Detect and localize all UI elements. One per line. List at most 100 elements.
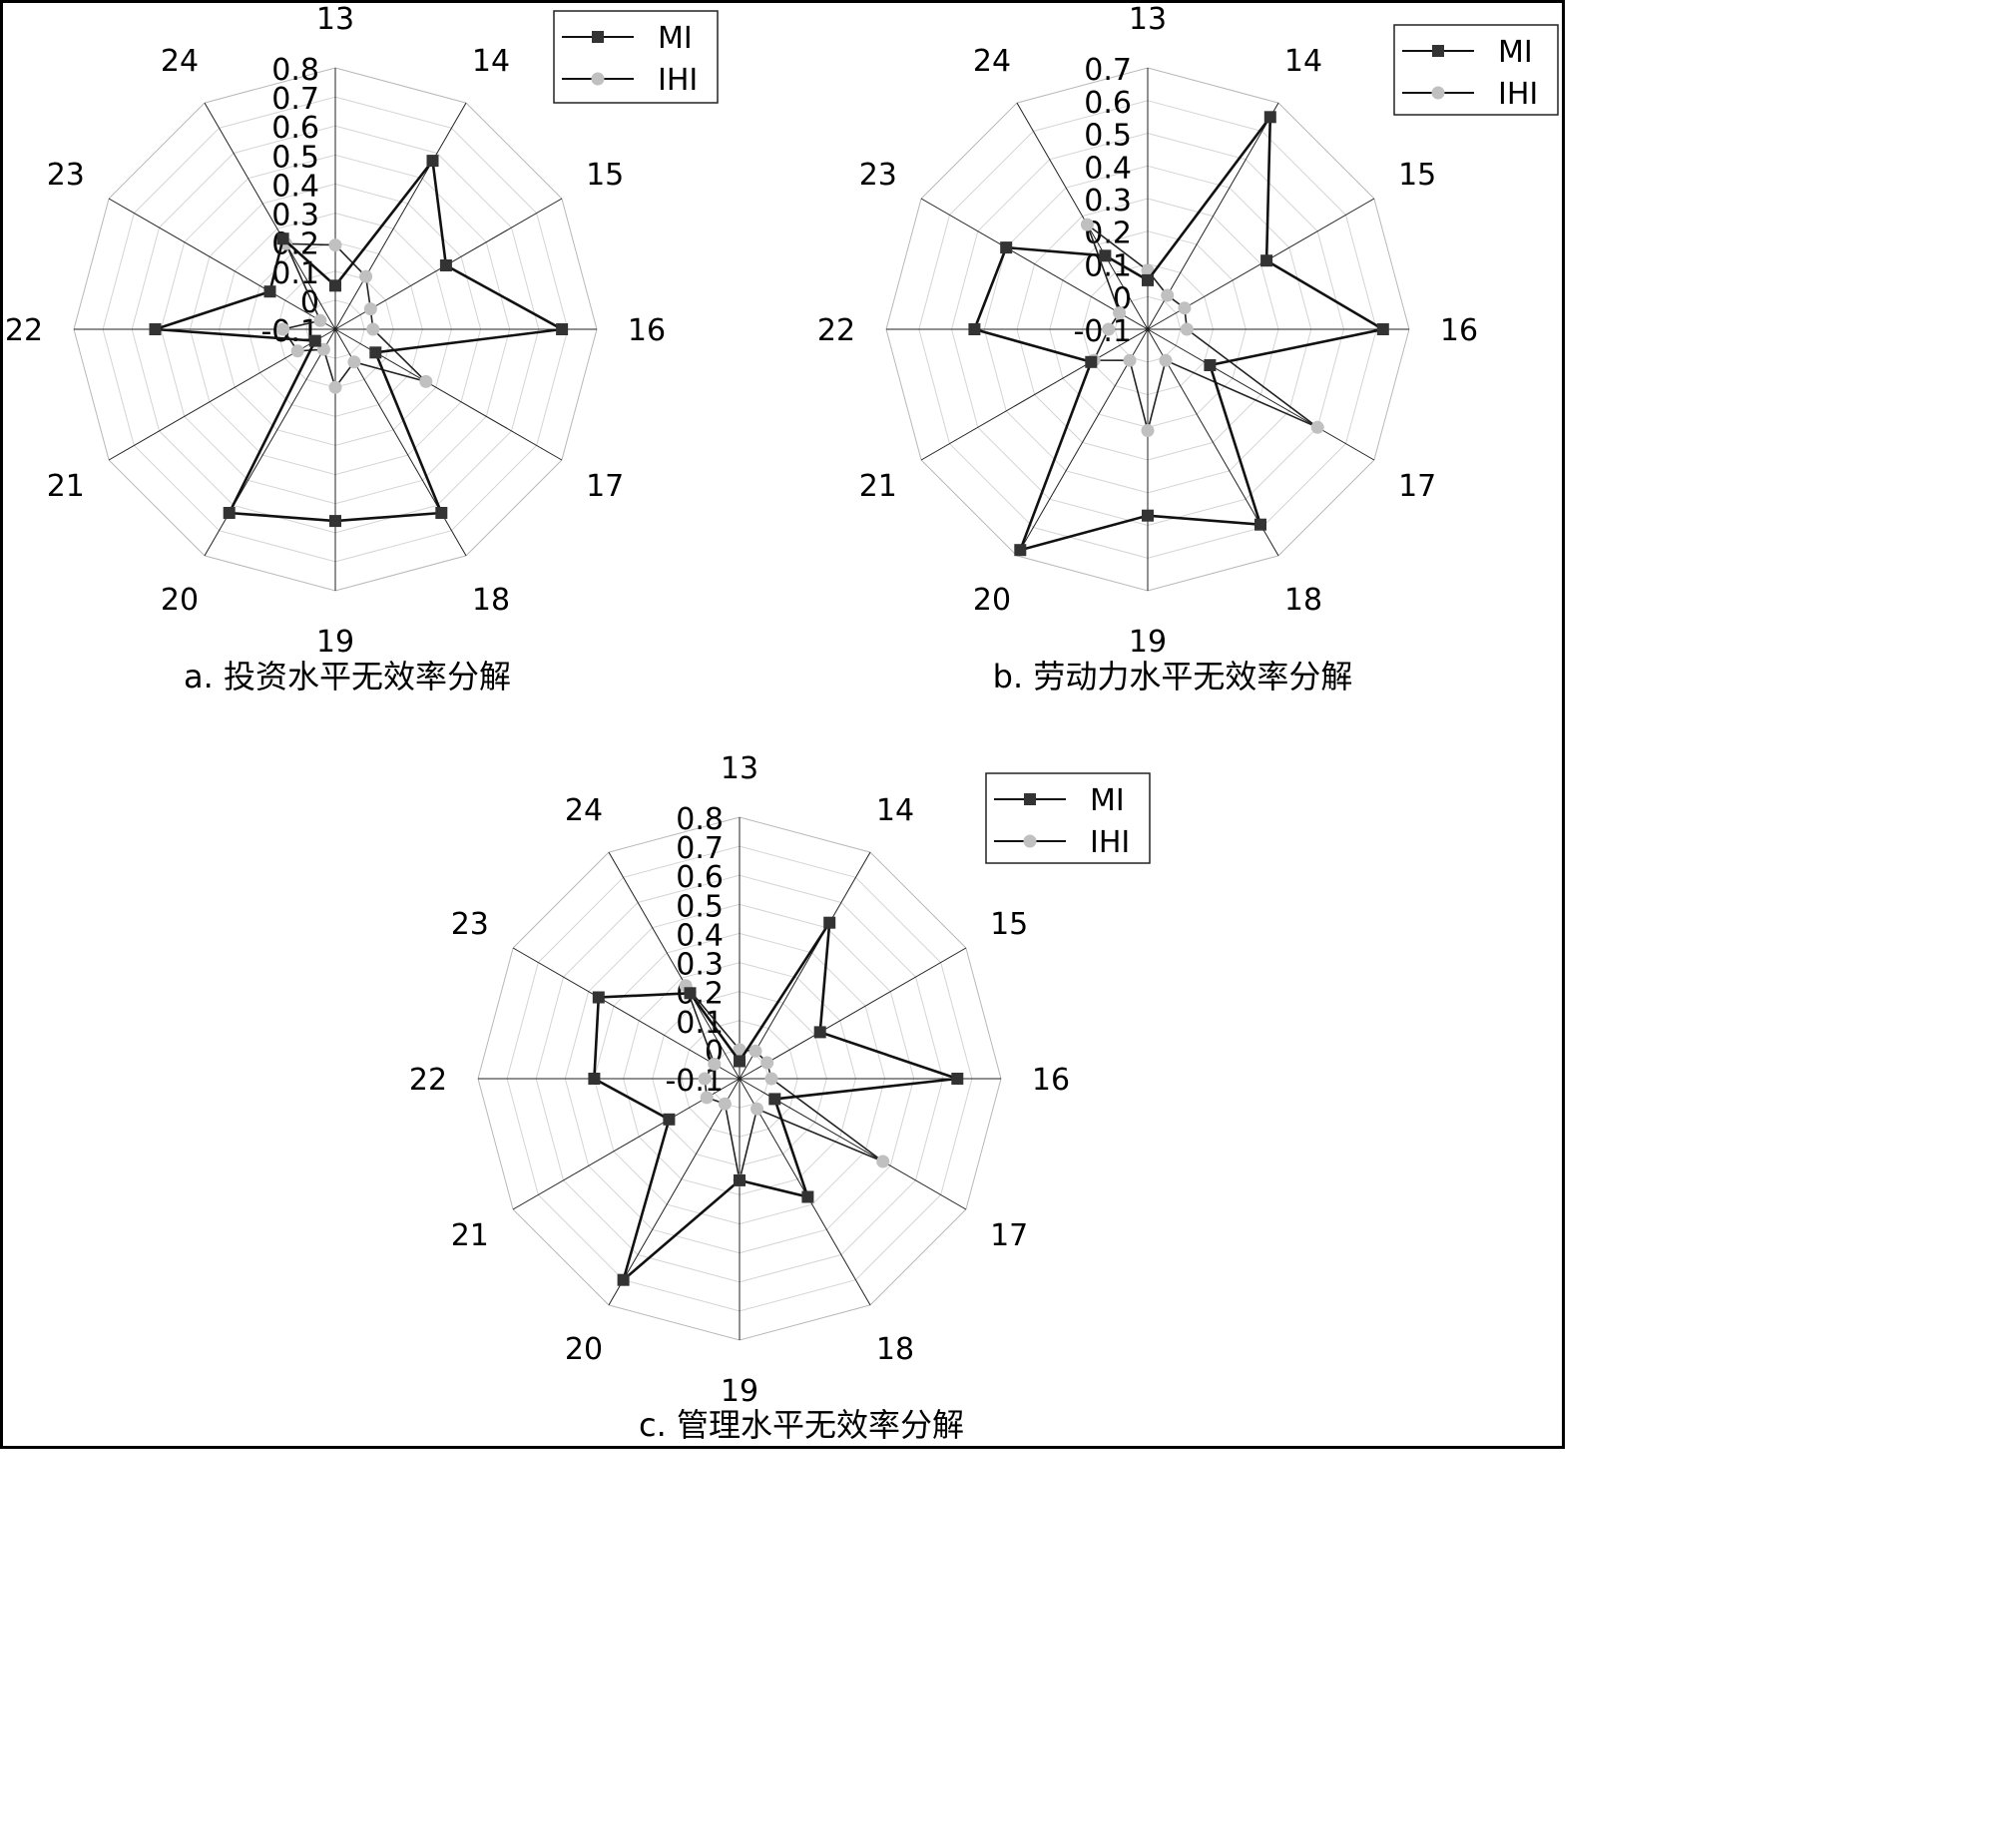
data-point-mi [1204,359,1217,371]
data-point-mi [329,279,341,292]
legend-label-ihi: IHI [1498,77,1538,112]
axis-spoke [920,328,1149,461]
data-point-ihi [733,1043,747,1057]
legend-marker-ihi [591,72,605,86]
axis-spoke [739,851,871,1080]
category-label: 13 [316,3,354,37]
radial-tick-label: 0.7 [1084,53,1132,88]
category-label: 20 [161,583,199,618]
data-point-mi [435,507,448,519]
data-point-mi [663,1113,676,1126]
axis-spoke [608,851,741,1080]
axis-spoke [334,328,563,461]
radar-charts-svg: 131415161718192021222324-0.100.10.20.30.… [5,3,1559,1444]
radial-tick-label: 0.5 [676,889,724,924]
category-label: 19 [1129,625,1167,660]
category-label: 18 [1284,583,1322,618]
data-point-ihi [1180,322,1194,336]
axis-spoke [1016,328,1149,557]
data-point-ihi [760,1056,774,1070]
legend-marker-mi [592,31,604,43]
radial-tick-label: 0.8 [676,802,724,837]
data-point-mi [801,1190,814,1203]
series-line-mi [155,157,567,523]
data-point-ihi [359,269,373,283]
data-point-ihi [1080,218,1094,231]
radial-tick-label: 0.7 [271,82,319,117]
data-point-ihi [313,313,327,327]
radar-chart-b: 131415161718192021222324-0.100.10.20.30.… [817,3,1559,695]
data-point-mi [263,285,276,298]
data-point-mi [308,334,321,347]
data-point-mi [734,1055,746,1068]
data-point-mi [1376,323,1389,335]
category-label: 21 [47,469,85,504]
category-label: 14 [1284,44,1322,79]
category-label: 15 [990,907,1028,942]
chart-caption: a. 投资水平无效率分解 [184,658,511,695]
radial-tick-label: 0.3 [676,948,724,983]
data-point-mi [1263,111,1276,124]
data-point-mi [1014,544,1027,557]
data-point-ihi [708,1057,722,1071]
legend-label-mi: MI [1090,783,1125,818]
axis-spoke [739,947,967,1080]
category-label: 15 [586,158,624,193]
category-label: 22 [5,313,43,348]
data-point-ihi [1310,420,1324,434]
category-label: 19 [721,1374,758,1409]
data-point-mi [329,515,341,528]
chart-caption: c. 管理水平无效率分解 [639,1406,964,1444]
data-point-mi [617,1273,630,1286]
data-point-mi [768,1093,781,1106]
radial-tick-label: 0 [300,285,319,320]
axis-spoke [1016,102,1149,330]
data-point-mi [592,991,605,1004]
legend-label-mi: MI [658,21,693,56]
data-point-mi [439,259,452,271]
category-label: 24 [973,44,1011,79]
radial-tick-label: 0.4 [1084,151,1132,186]
legend-box [553,10,719,104]
axis-spoke [204,102,336,330]
category-label: 22 [409,1063,447,1098]
data-point-ihi [1178,301,1192,315]
data-point-ihi [366,322,380,336]
data-point-ihi [698,1072,712,1086]
data-point-mi [223,507,236,519]
category-label: 13 [1129,3,1167,37]
radial-tick-label: 0.4 [676,918,724,953]
category-label: 15 [1398,158,1436,193]
data-point-mi [369,346,382,359]
data-point-mi [684,987,697,1000]
data-point-mi [968,323,981,335]
data-point-ihi [1113,306,1127,320]
legend-label-ihi: IHI [1090,825,1130,860]
axis-spoke [334,102,467,330]
data-point-ihi [700,1091,714,1105]
axis-spoke [512,947,741,1080]
data-point-ihi [419,374,433,388]
category-label: 16 [1032,1063,1070,1098]
category-label: 23 [859,158,897,193]
axis-spoke [204,328,336,557]
data-point-ihi [1141,263,1155,277]
data-point-ihi [1102,322,1116,336]
data-point-ihi [876,1155,890,1168]
data-point-mi [588,1073,601,1085]
category-label: 24 [161,44,199,79]
data-point-mi [1254,518,1266,531]
data-point-ihi [1141,424,1155,437]
axis-spoke [920,198,1149,330]
category-label: 17 [1398,469,1436,504]
legend-marker-mi [1024,793,1036,805]
data-point-ihi [750,1102,763,1116]
axis-spoke [1147,328,1279,557]
legend-box [985,772,1151,864]
radial-tick-label: 0.6 [271,111,319,146]
category-label: 18 [472,583,510,618]
category-label: 23 [451,907,489,942]
category-label: 17 [586,469,624,504]
data-point-mi [951,1073,964,1085]
data-point-mi [823,916,836,929]
